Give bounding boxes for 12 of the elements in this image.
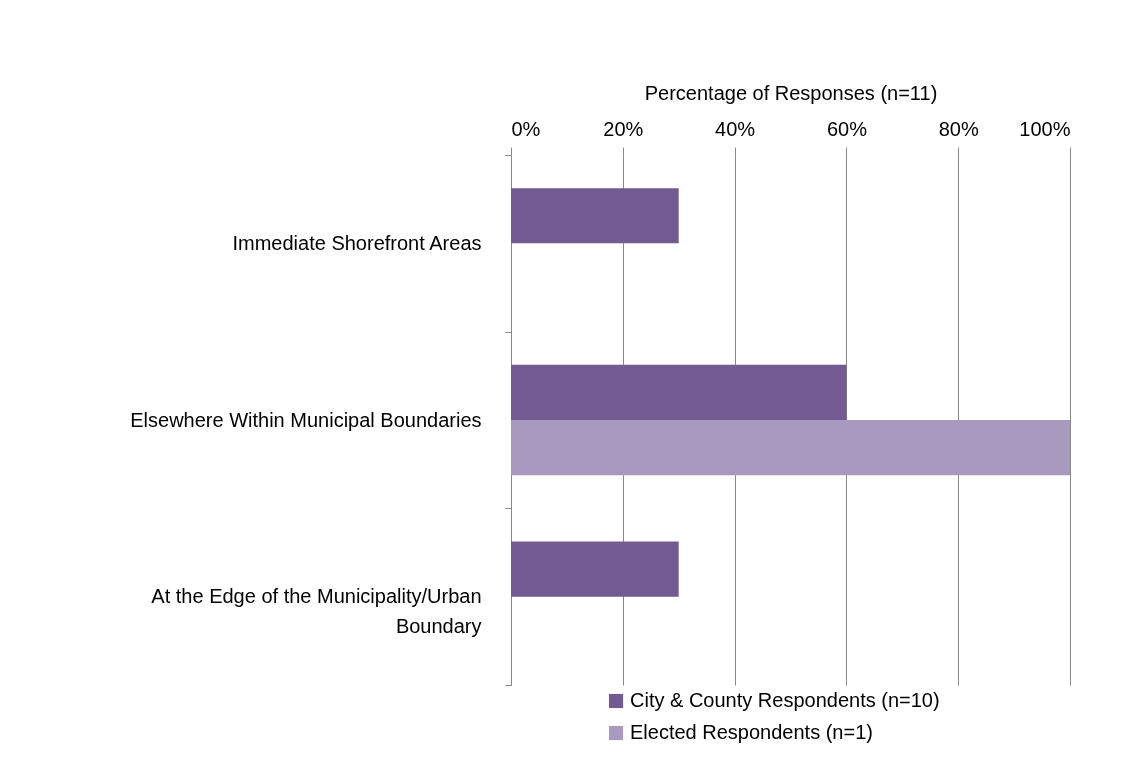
y-tick-label: Elsewhere Within Municipal Boundaries <box>130 408 482 431</box>
x-tick-label: 40% <box>715 117 756 140</box>
y-tick-label: At the Edge of the Municipality/Urban Boundary <box>151 585 482 638</box>
x-tick-label: 20% <box>603 117 644 140</box>
x-tick-label: 60% <box>826 117 868 140</box>
legend-label: Elected Respondents (n=1) <box>630 721 873 743</box>
x-tick-label: 100% <box>1019 117 1071 140</box>
legend-label: City & County Respondents (n=10) <box>630 689 940 711</box>
y-tick-label: Immediate Shorefront Areas <box>232 231 482 254</box>
x-axis-title: Percentage of Responses (n=11) <box>644 81 938 104</box>
x-tick-label: 80% <box>938 117 979 140</box>
x-tick-label: 0% <box>511 117 541 140</box>
